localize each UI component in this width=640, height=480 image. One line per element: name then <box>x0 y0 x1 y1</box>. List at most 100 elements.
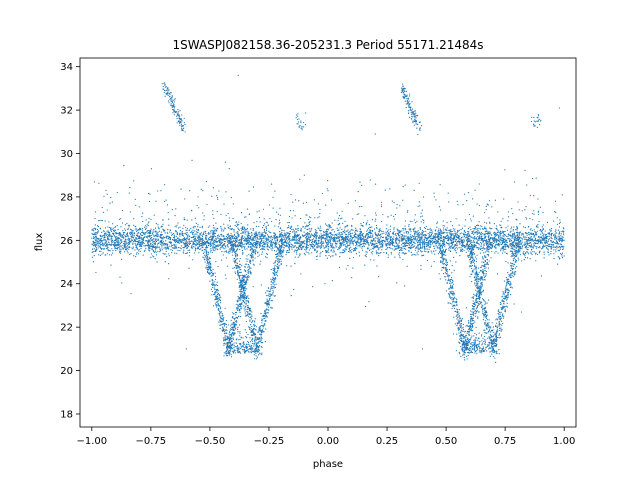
data-point <box>150 231 152 233</box>
data-point <box>223 238 225 240</box>
data-point <box>104 220 106 222</box>
data-point <box>531 253 533 256</box>
data-point <box>210 238 213 240</box>
data-point <box>161 247 163 249</box>
data-point <box>325 255 327 257</box>
data-point <box>209 244 212 246</box>
data-point <box>355 253 358 255</box>
data-point <box>221 242 223 244</box>
data-point <box>450 250 452 252</box>
data-point <box>151 232 154 234</box>
data-point <box>172 247 175 249</box>
data-point <box>533 251 536 253</box>
data-point <box>161 249 163 251</box>
data-point <box>468 232 470 234</box>
data-point <box>493 223 495 225</box>
data-point <box>199 236 201 238</box>
data-point <box>150 245 152 247</box>
data-point <box>247 242 249 245</box>
data-point <box>158 242 160 245</box>
data-point <box>507 220 509 222</box>
data-point <box>421 235 423 237</box>
data-point <box>198 252 200 254</box>
data-point <box>472 244 474 246</box>
data-point <box>469 234 471 237</box>
data-point <box>128 243 131 245</box>
data-point <box>215 240 218 242</box>
data-point <box>352 240 354 242</box>
data-point <box>314 244 316 246</box>
data-point <box>259 234 261 236</box>
data-point <box>375 250 377 252</box>
data-point <box>534 238 536 240</box>
data-point <box>542 227 544 230</box>
data-point <box>243 247 246 249</box>
data-point <box>103 248 105 250</box>
data-point <box>255 225 258 227</box>
data-point <box>118 247 120 249</box>
data-point <box>414 236 416 238</box>
data-point <box>210 235 212 237</box>
data-point <box>495 233 497 235</box>
data-point <box>130 235 132 237</box>
data-point <box>401 235 404 237</box>
data-point <box>426 228 429 230</box>
data-point <box>288 246 290 248</box>
data-point <box>204 236 207 238</box>
data-point <box>293 246 295 249</box>
data-point <box>188 245 190 248</box>
data-point <box>146 226 148 228</box>
data-point <box>299 255 301 257</box>
data-point <box>349 242 351 244</box>
data-point <box>220 227 222 229</box>
data-point <box>95 246 97 248</box>
data-point <box>415 239 417 241</box>
data-point <box>92 228 94 230</box>
data-point <box>423 244 426 246</box>
data-point <box>175 231 177 233</box>
data-point <box>529 232 531 234</box>
data-point <box>93 227 96 229</box>
data-point <box>308 253 310 255</box>
data-point <box>175 239 178 241</box>
data-point <box>158 228 160 230</box>
data-point <box>375 242 377 244</box>
data-point <box>255 237 257 239</box>
data-point <box>397 239 399 241</box>
data-point <box>471 242 473 244</box>
data-point <box>357 236 359 238</box>
data-point <box>428 236 430 239</box>
data-point <box>560 239 562 241</box>
data-point <box>427 233 429 235</box>
data-point <box>541 226 543 228</box>
data-point <box>438 237 440 240</box>
data-point <box>360 237 362 239</box>
data-point <box>307 239 309 241</box>
data-point <box>398 231 400 233</box>
data-point <box>483 227 486 229</box>
data-point <box>144 232 146 234</box>
data-point <box>474 244 476 246</box>
data-point <box>327 241 329 244</box>
data-point <box>249 233 251 235</box>
data-point <box>327 244 329 246</box>
data-point <box>97 238 100 240</box>
data-point <box>423 230 425 233</box>
data-point <box>99 219 101 222</box>
data-point <box>122 247 124 249</box>
data-point <box>269 240 271 243</box>
data-point <box>418 232 420 234</box>
data-point <box>429 235 431 238</box>
data-point <box>349 233 351 235</box>
data-point <box>325 249 327 252</box>
data-point <box>293 232 295 234</box>
data-point <box>406 242 408 244</box>
data-point <box>241 253 243 255</box>
data-point <box>518 232 520 234</box>
data-point <box>254 242 256 244</box>
data-point <box>560 244 563 246</box>
data-point <box>494 252 496 254</box>
data-point <box>193 235 195 237</box>
data-point <box>489 233 491 235</box>
data-point <box>217 234 220 236</box>
